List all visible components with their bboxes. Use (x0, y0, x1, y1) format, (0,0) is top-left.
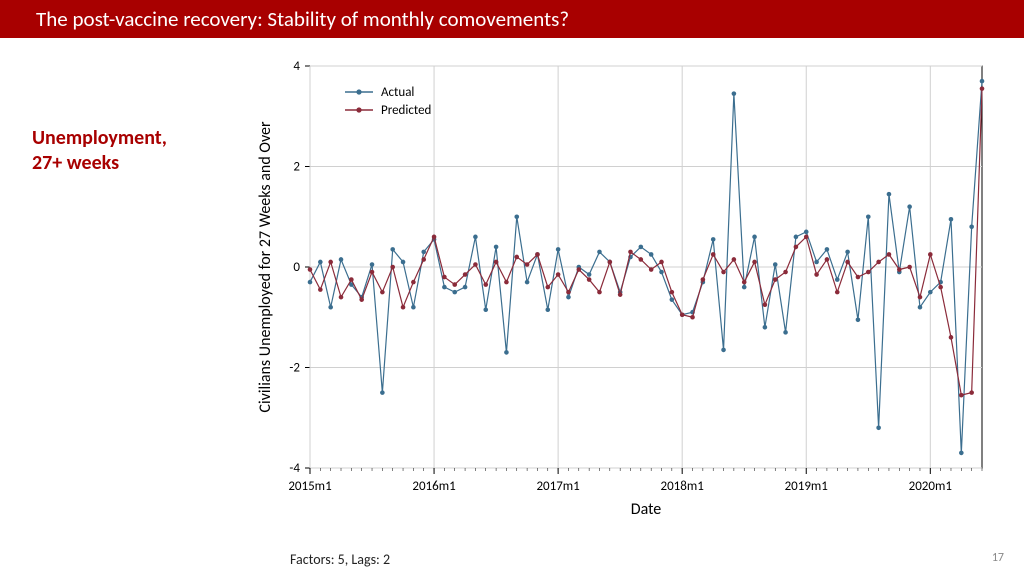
title-bar: The post-vaccine recovery: Stability of … (0, 0, 1024, 38)
svg-text:0: 0 (293, 260, 300, 275)
svg-text:2020m1: 2020m1 (909, 479, 952, 494)
content-area: Unemployment, 27+ weeks -4 -2 0 2 4 2015m1 201… (0, 38, 1024, 576)
footnote: Factors: 5, Lags: 2 (290, 551, 390, 568)
side-label-line1: Unemployment, (32, 126, 167, 151)
svg-text:4: 4 (293, 59, 300, 74)
svg-text:2016m1: 2016m1 (412, 479, 455, 494)
line-chart: -4 -2 0 2 4 2015m1 2016m1 2017m1 2018m1 2019m1 202… (250, 48, 1000, 528)
svg-text:Date: Date (631, 500, 662, 519)
svg-text:-4: -4 (289, 461, 300, 476)
chart-container: -4 -2 0 2 4 2015m1 2016m1 2017m1 2018m1 2019m1 202… (250, 48, 1000, 548)
svg-text:2015m1: 2015m1 (288, 479, 331, 494)
svg-text:2018m1: 2018m1 (661, 479, 704, 494)
title-text: The post-vaccine recovery: Stability of … (36, 6, 569, 32)
page-number: 17 (992, 551, 1004, 565)
svg-text:2019m1: 2019m1 (785, 479, 828, 494)
svg-text:Civilians Unemployed for 27 We: Civilians Unemployed for 27 Weeks and Ov… (256, 121, 275, 413)
side-label: Unemployment, 27+ weeks (32, 126, 167, 176)
svg-text:2017m1: 2017m1 (536, 479, 579, 494)
svg-text:2: 2 (293, 160, 300, 175)
svg-text:Predicted: Predicted (381, 103, 431, 118)
svg-text:Actual: Actual (381, 85, 414, 100)
svg-text:-2: -2 (289, 361, 300, 376)
side-label-line2: 27+ weeks (32, 151, 167, 176)
